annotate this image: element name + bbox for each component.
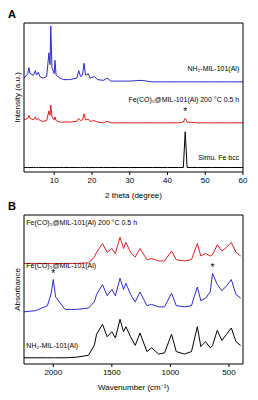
svg-text:50: 50 [201,176,210,185]
svg-text:10: 10 [50,176,59,185]
svg-text:Wavenumber (cm⁻¹): Wavenumber (cm⁻¹) [98,383,169,392]
svg-text:60: 60 [239,176,248,185]
svg-text:Fe(CO)₅@MIL-101(Al) 200 °C 0.5: Fe(CO)₅@MIL-101(Al) 200 °C 0.5 h [26,219,137,227]
svg-text:20: 20 [88,176,97,185]
svg-text:*: * [51,268,55,279]
svg-text:Intensity (a.u.): Intensity (a.u.) [13,72,22,123]
html-text:A: A [8,8,16,20]
svg-text:Absorbance: Absorbance [13,268,22,311]
svg-text:*: * [183,106,187,117]
svg-text:40: 40 [163,176,172,185]
html-text:B: B [8,200,16,212]
svg-text:2 theta (degree): 2 theta (degree) [105,191,162,200]
svg-text:500: 500 [222,368,236,377]
svg-text:2000: 2000 [44,368,62,377]
svg-text:NH₂-MIL-101(Al): NH₂-MIL-101(Al) [26,342,78,350]
svg-text:Fe(CO)₅@MIL-101(Al) 200 °C 0.5: Fe(CO)₅@MIL-101(Al) 200 °C 0.5 h [128,96,239,104]
svg-text:Fe(CO)₅@MIL-101(Al): Fe(CO)₅@MIL-101(Al) [26,262,96,270]
svg-text:NH₂-MIL-101(Al): NH₂-MIL-101(Al) [187,65,239,73]
svg-text:1000: 1000 [161,368,179,377]
svg-text:30: 30 [125,176,134,185]
svg-text:1500: 1500 [103,368,121,377]
svg-text:Simu. Fe bcc: Simu. Fe bcc [198,154,239,161]
svg-text:*: * [211,262,215,273]
